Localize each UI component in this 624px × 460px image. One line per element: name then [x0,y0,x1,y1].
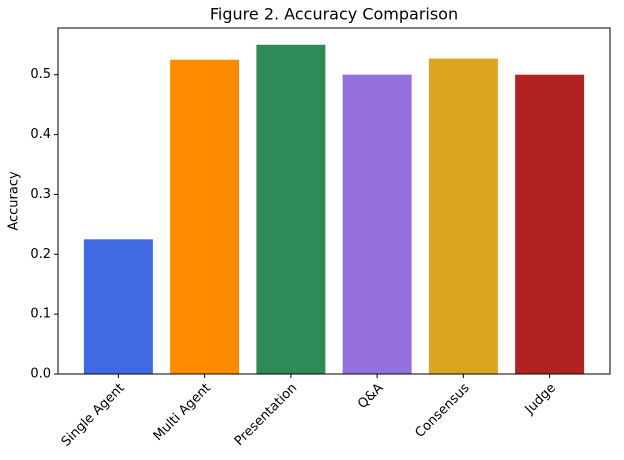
bar [256,44,326,375]
x-tick-label: Consensus [413,381,473,441]
x-tick-label: Multi Agent [151,381,214,444]
x-tick-label: Presentation [232,381,300,449]
y-tick-label: 0.3 [30,187,51,202]
bar [170,59,240,374]
bar [342,74,412,374]
y-tick-label: 0.1 [30,307,51,322]
y-axis-label: Accuracy [7,171,22,231]
y-tick-label: 0.4 [30,127,51,142]
plot-frame [57,27,611,375]
bar [515,74,585,374]
chart-title: Figure 2. Accuracy Comparison [210,5,458,24]
bar [428,58,498,374]
y-tick-label: 0.5 [30,67,51,82]
x-tick-label: Single Agent [59,381,128,450]
y-tick-label: 0.0 [30,367,51,382]
y-tick-label: 0.2 [30,247,51,262]
x-tick-label: Q&A [355,381,386,412]
bar [83,239,153,374]
x-tick-label: Judge [522,381,559,418]
